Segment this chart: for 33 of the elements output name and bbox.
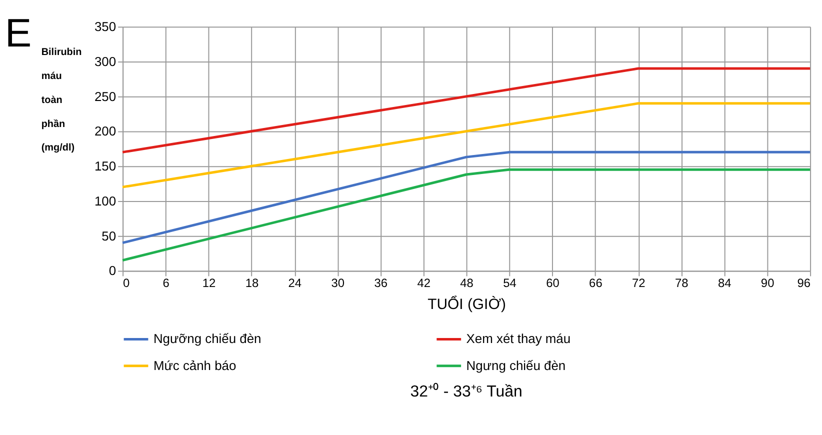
y-tick-label: 0	[108, 263, 116, 278]
x-tick-label: 78	[674, 276, 689, 290]
x-tick-label: 42	[417, 276, 431, 290]
x-tick-label: 6	[162, 276, 170, 290]
y-tick-label: 300	[94, 54, 116, 69]
legend-label: Ngưng chiếu đèn	[466, 358, 566, 373]
x-tick-label: 54	[503, 276, 517, 290]
text: 32⁺⁰ - 33⁺⁶ Tuần	[410, 382, 522, 400]
legend-label: Ngưỡng chiếu đèn	[153, 331, 262, 346]
x-tick-label: 66	[589, 276, 603, 290]
x-axis-title: TUỔI (GIỜ)	[428, 295, 506, 314]
x-tick-label: 12	[202, 276, 216, 290]
x-tick-label: 48	[460, 276, 474, 290]
text: Bilirubin máu toàn phần (mg/dl)	[41, 47, 82, 154]
x-tick-label: 36	[374, 276, 388, 290]
x-tick-label: 24	[288, 276, 302, 290]
legend-label: Xem xét thay máu	[466, 331, 571, 346]
y-tick-label: 350	[94, 19, 116, 34]
x-tick-label: 0	[123, 276, 130, 290]
x-tick-label: 90	[760, 276, 775, 290]
x-tick-label: 30	[331, 276, 345, 290]
y-tick-label: 250	[94, 88, 116, 104]
text: E	[4, 12, 32, 56]
x-tick-label: 72	[632, 276, 646, 290]
legend-label: Mức cảnh báo	[153, 358, 236, 373]
x-tick-label: 18	[245, 276, 259, 290]
y-tick-label: 100	[94, 193, 116, 208]
y-tick-label: 200	[94, 124, 116, 139]
y-tick-label: 150	[94, 158, 116, 174]
x-tick-label: 84	[718, 276, 732, 290]
x-tick-label: 60	[546, 276, 560, 290]
y-tick-label: 50	[102, 228, 116, 244]
x-tick-label: 96	[797, 276, 811, 290]
